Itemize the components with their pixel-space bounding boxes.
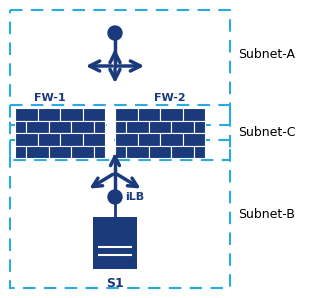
Bar — [15, 145, 26, 158]
Bar — [15, 120, 26, 133]
Bar — [10, 10, 230, 125]
Text: Subnet-A: Subnet-A — [238, 49, 295, 61]
Bar — [171, 120, 194, 133]
Bar — [149, 120, 171, 133]
Bar — [71, 120, 94, 133]
Bar — [149, 145, 171, 158]
Bar — [194, 145, 205, 158]
Bar — [15, 108, 37, 120]
Bar — [49, 120, 71, 133]
Bar — [26, 145, 49, 158]
Bar — [60, 108, 83, 120]
Text: FW-1: FW-1 — [34, 93, 66, 103]
Bar — [182, 108, 205, 120]
Circle shape — [108, 190, 122, 204]
Bar — [194, 120, 205, 133]
Bar — [115, 120, 126, 133]
Bar — [171, 145, 194, 158]
Text: S1: S1 — [106, 277, 124, 290]
Bar — [160, 133, 182, 145]
Text: Subnet-C: Subnet-C — [238, 125, 295, 139]
Text: Subnet-B: Subnet-B — [238, 209, 295, 221]
Bar — [93, 217, 137, 269]
Bar — [115, 108, 138, 120]
Bar — [60, 133, 83, 145]
Text: FW-2: FW-2 — [154, 93, 186, 103]
Bar — [37, 108, 60, 120]
Bar — [10, 105, 230, 160]
Bar — [15, 133, 37, 145]
Bar — [182, 133, 205, 145]
Bar — [83, 108, 105, 120]
Bar — [94, 145, 105, 158]
Bar — [83, 133, 105, 145]
Bar — [126, 120, 149, 133]
Bar — [160, 108, 182, 120]
Bar — [138, 108, 160, 120]
Bar — [115, 133, 138, 145]
Bar — [26, 120, 49, 133]
Bar — [94, 120, 105, 133]
Circle shape — [108, 26, 122, 40]
Bar — [115, 145, 126, 158]
Text: iLB: iLB — [125, 192, 144, 202]
Bar — [71, 145, 94, 158]
Bar — [126, 145, 149, 158]
Bar — [49, 145, 71, 158]
Bar — [10, 140, 230, 288]
Bar — [138, 133, 160, 145]
Bar — [37, 133, 60, 145]
